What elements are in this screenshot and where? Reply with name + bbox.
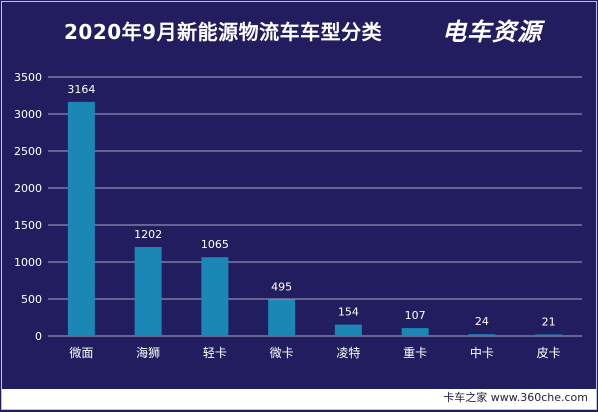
bar-轻卡	[201, 257, 229, 336]
data-label: 1065	[201, 238, 229, 251]
x-category-label: 轻卡	[203, 346, 227, 360]
y-tick-label: 2000	[14, 182, 42, 195]
bar-凌特	[334, 324, 362, 336]
y-tick-label: 0	[35, 330, 42, 343]
brand-logo: 电车资源	[442, 18, 542, 46]
bar-微面	[67, 101, 95, 336]
bar-海狮	[134, 247, 162, 336]
data-label: 21	[542, 315, 556, 328]
y-tick-label: 3000	[14, 108, 42, 121]
data-label: 24	[475, 315, 489, 328]
x-category-label: 皮卡	[537, 346, 561, 360]
y-tick-label: 500	[21, 293, 42, 306]
bar-中卡	[468, 334, 496, 336]
y-tick-label: 2500	[14, 145, 42, 158]
x-category-label: 海狮	[136, 345, 160, 360]
data-label: 1202	[134, 228, 162, 241]
data-label: 3164	[67, 83, 95, 96]
bar-微卡	[268, 299, 296, 336]
x-category-label: 微面	[69, 346, 93, 360]
bar-重卡	[401, 328, 429, 336]
x-category-label: 凌特	[336, 345, 360, 360]
y-tick-label: 1500	[14, 219, 42, 232]
y-tick-label: 3500	[14, 71, 42, 84]
x-category-label: 重卡	[403, 346, 427, 360]
x-category-label: 微卡	[270, 346, 294, 360]
footer-band	[2, 389, 596, 409]
source-footer: 卡车之家 www.360che.com	[443, 391, 588, 404]
data-label: 154	[338, 306, 359, 319]
data-label: 495	[271, 280, 292, 293]
y-tick-label: 1000	[14, 256, 42, 269]
chart-title: 2020年9月新能源物流车车型分类	[64, 20, 383, 44]
data-label: 107	[405, 309, 426, 322]
x-category-label: 中卡	[470, 345, 494, 360]
bar-皮卡	[535, 334, 563, 336]
